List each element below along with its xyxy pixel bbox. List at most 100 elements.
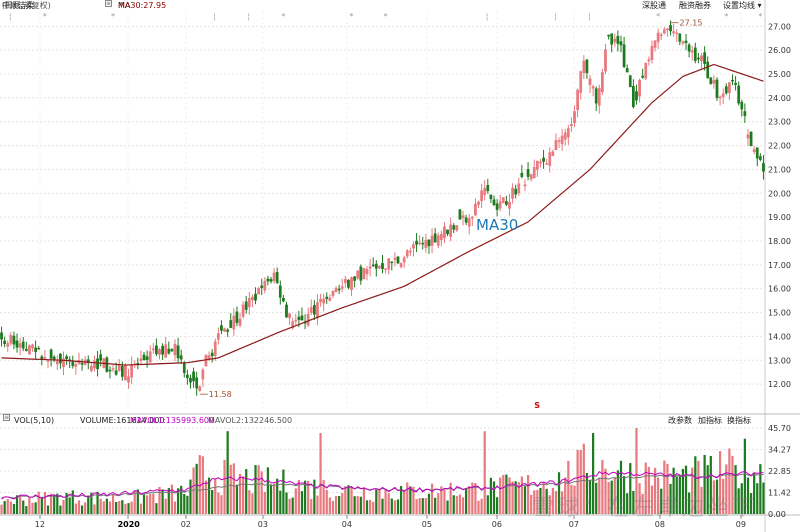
candle-body	[409, 250, 412, 253]
candle-body	[551, 151, 555, 157]
candle-body	[167, 348, 171, 354]
price-header: 中顺洁柔 (日线,前复权) ≡ MA MA30:27.95 ↑ 深股通 融资融券…	[2, 0, 762, 11]
volume-bar	[90, 492, 93, 514]
candle-body	[622, 44, 626, 68]
date-tick-label: 08	[655, 520, 665, 529]
candle-body	[189, 377, 192, 383]
vol-label: VOL(5,10)	[14, 416, 55, 425]
volume-bar	[34, 502, 37, 514]
volume-bar	[217, 492, 220, 514]
candle-body	[263, 280, 267, 291]
candle-body	[155, 345, 158, 355]
candle-body	[282, 297, 285, 302]
candle-body	[566, 128, 570, 138]
volume-bar	[523, 486, 527, 514]
candle-body	[285, 304, 288, 318]
volume-bar	[495, 497, 499, 514]
candle-body	[170, 349, 174, 352]
event-marker: ¦	[486, 12, 489, 21]
candle-body	[223, 328, 226, 332]
candle-body	[186, 374, 189, 379]
add-indicator-button[interactable]: 加指标	[698, 416, 722, 425]
event-marker: *	[281, 12, 285, 21]
volume-bar	[567, 460, 570, 514]
volume-bar	[65, 492, 68, 514]
volume-bar	[483, 431, 486, 514]
volume-bar	[557, 472, 561, 514]
volume-bar	[554, 491, 558, 514]
volume-bar	[403, 491, 406, 514]
candle-body	[278, 285, 282, 298]
volume-bar	[152, 493, 155, 514]
candle-body	[148, 351, 152, 363]
rong-zi-button[interactable]: 融资融券	[679, 1, 711, 10]
price-tick-label: 19.00	[768, 213, 791, 222]
volume-bar	[31, 502, 34, 514]
volume-bar	[749, 493, 753, 514]
candle-body	[498, 201, 502, 209]
event-marker: *	[758, 12, 762, 21]
candle-body	[560, 135, 564, 145]
candle-body	[514, 188, 518, 195]
candle-body	[322, 298, 326, 304]
candle-body	[334, 288, 338, 293]
candle-body	[436, 235, 440, 246]
candle-body	[591, 86, 595, 89]
volume-bar	[350, 487, 353, 514]
date-tick-label: 06	[492, 520, 502, 529]
volume-bar	[365, 500, 369, 514]
candle-body	[684, 40, 688, 44]
candle-body	[21, 341, 25, 349]
change-params-button[interactable]: 改参数	[668, 416, 692, 425]
volume-bar	[619, 460, 623, 514]
volume-bar	[19, 495, 22, 514]
candle-body	[535, 160, 539, 170]
candle-body	[384, 268, 387, 270]
switch-indicator-button[interactable]: 换指标	[727, 416, 751, 425]
candle-body	[718, 96, 722, 99]
volume-bar	[56, 493, 59, 514]
candle-body	[746, 134, 750, 139]
volume-bar	[173, 501, 177, 514]
date-tick-label: 2020	[118, 520, 141, 529]
ma30-value: MA30:27.95	[118, 1, 167, 10]
candle-body	[192, 371, 195, 382]
ma-settings-button[interactable]: 设置均线 ▾	[723, 0, 762, 11]
candle-body	[254, 293, 257, 301]
candle-body	[520, 172, 524, 177]
candle-body	[28, 345, 31, 355]
volume-bar	[579, 450, 582, 514]
volume-bar	[77, 500, 81, 514]
volume-bar	[328, 497, 331, 514]
volume-bar	[211, 490, 214, 514]
volume-bar	[158, 486, 161, 514]
volume-bar	[542, 482, 545, 514]
volume-bar	[731, 455, 734, 514]
candle-body	[697, 57, 700, 60]
volume-bar	[183, 494, 186, 514]
volume-bar	[319, 433, 322, 514]
candle-body	[387, 258, 391, 270]
candle-body	[182, 362, 186, 373]
volume-bar	[87, 495, 90, 514]
candle-body	[399, 263, 403, 267]
volume-bar	[99, 498, 102, 514]
volume-bar	[220, 495, 223, 514]
shen-gu-tong-button[interactable]: 深股通	[642, 1, 666, 10]
candle-body	[402, 257, 406, 263]
volume-bar	[691, 467, 694, 514]
volume-bar	[412, 486, 415, 514]
volume-bar	[517, 482, 520, 514]
volume-bar	[715, 479, 719, 514]
volume-bar	[561, 491, 564, 514]
volume-bar	[322, 480, 325, 514]
volume-bar	[399, 486, 403, 514]
ma-label: MA	[118, 1, 131, 10]
candle-body	[111, 368, 115, 370]
candle-body	[179, 355, 183, 360]
volume-bar	[458, 494, 462, 514]
volume-bar	[40, 496, 43, 514]
volume-bar	[204, 480, 208, 514]
volume-bar	[334, 496, 338, 514]
